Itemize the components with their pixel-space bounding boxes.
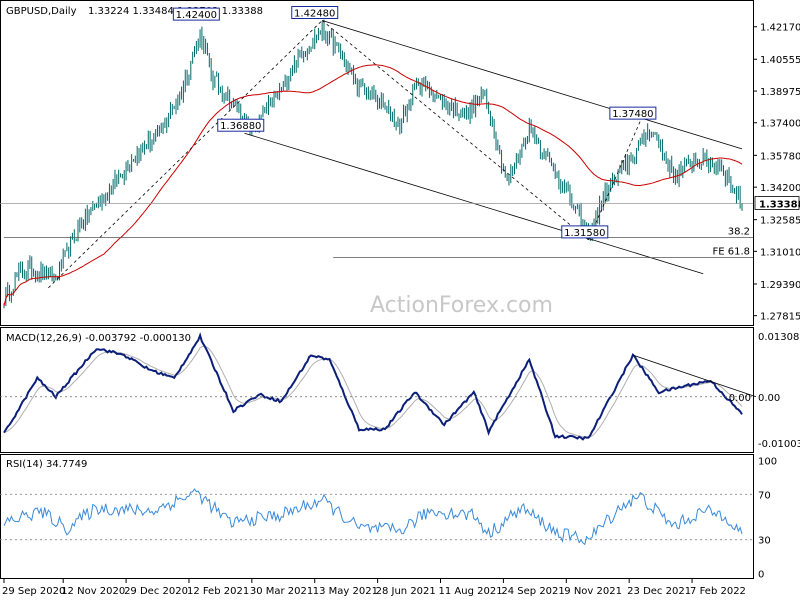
x-tick-label: 12 Feb 2021 [187, 586, 249, 597]
price-label-text: 1.42400 [176, 10, 217, 21]
price-layer: 38.2 FE 61.8 1.42400 1.42480 1.36880 1.37480 1… [0, 6, 753, 309]
macd-signal-line [3, 345, 743, 438]
macd-title: MACD(12,26,9) -0.003792 -0.000130 [6, 333, 191, 344]
macd-tick-label: 0.00 [758, 393, 780, 404]
price-tick-label: 1.27815 [760, 312, 800, 323]
price-label-frame [172, 7, 220, 21]
rsi-tick-label: 0 [758, 570, 764, 581]
macd-layer [0, 332, 757, 441]
x-tick-label: 9 Nov 2021 [564, 586, 622, 597]
price-tick-label: 1.32585 [760, 216, 800, 227]
price-chart-title: GBPUSD,Daily [6, 6, 77, 17]
moving-average-line [3, 64, 743, 307]
price-label-text: 1.42480 [294, 9, 335, 20]
price-tick-label: 1.42170 [760, 23, 800, 34]
macd-line [3, 332, 743, 441]
dashed-trend-line [48, 20, 323, 289]
x-tick-label: 12 Nov 2020 [61, 586, 125, 597]
price-label-box: 1.31580 [561, 225, 609, 239]
rsi-line [3, 488, 743, 546]
price-label-frame [561, 225, 609, 239]
level-label: 38.2 [728, 226, 750, 237]
x-tick-label: 29 Sep 2020 [2, 586, 65, 597]
price-label-frame [291, 6, 339, 20]
price-label-text: 1.36880 [220, 121, 261, 132]
price-label-box: 1.36880 [217, 118, 265, 132]
level-label: FE 61.8 [712, 247, 750, 258]
price-label-frame [217, 118, 265, 132]
current-price-badge [754, 196, 800, 210]
x-tick-label: 24 Sep 2021 [501, 586, 564, 597]
watermark: ActionForex.com [370, 293, 553, 318]
x-tick-label: 23 Dec 2021 [627, 586, 691, 597]
price-label-text: 1.37480 [612, 109, 653, 120]
macd-trend-line [632, 354, 757, 398]
x-tick-label: 29 Dec 2020 [124, 586, 188, 597]
price-tick-label: 1.35780 [760, 151, 800, 162]
axis-layer: 1.42170 1.40555 1.38975 1.37400 1.35780 1.342… [2, 23, 800, 597]
price-tick-label: 1.31010 [760, 247, 800, 258]
price-label-box: 1.42400 [172, 7, 220, 21]
macd-panel-frame [0, 327, 754, 453]
rsi-tick-label: 100 [758, 456, 777, 467]
price-label-box: 1.42480 [291, 6, 339, 20]
channel-upper-line [322, 20, 743, 150]
rsi-tick-label: 70 [758, 490, 771, 501]
x-tick-label: 11 Aug 2021 [439, 586, 503, 597]
rsi-layer [0, 488, 753, 546]
price-label-frame [609, 106, 657, 120]
rsi-title: RSI(14) 34.7749 [6, 459, 87, 470]
current-price-label: 1.33388 [759, 199, 800, 210]
price-label-box: 1.37480 [609, 106, 657, 120]
x-tick-label: 7 Feb 2022 [690, 586, 746, 597]
rsi-tick-label: 30 [758, 536, 771, 547]
macd-tick-label: 0.013083 [758, 332, 800, 343]
price-tick-label: 1.34200 [760, 183, 800, 194]
price-tick-label: 1.29390 [760, 280, 800, 291]
price-panel-frame [0, 0, 754, 326]
rsi-panel-frame [0, 454, 754, 579]
price-label-text: 1.31580 [564, 228, 605, 239]
price-tick-label: 1.37400 [760, 119, 800, 130]
price-tick-label: 1.38975 [760, 87, 800, 98]
price-tick-label: 1.40555 [760, 55, 800, 66]
x-tick-label: 13 May 2021 [313, 586, 378, 597]
macd-tick-label: -0.01003 [758, 439, 800, 450]
macd-zero-label: 0.00 [729, 393, 751, 404]
x-tick-label: 30 Mar 2021 [250, 586, 313, 597]
x-tick-label: 28 Jun 2021 [376, 586, 436, 597]
